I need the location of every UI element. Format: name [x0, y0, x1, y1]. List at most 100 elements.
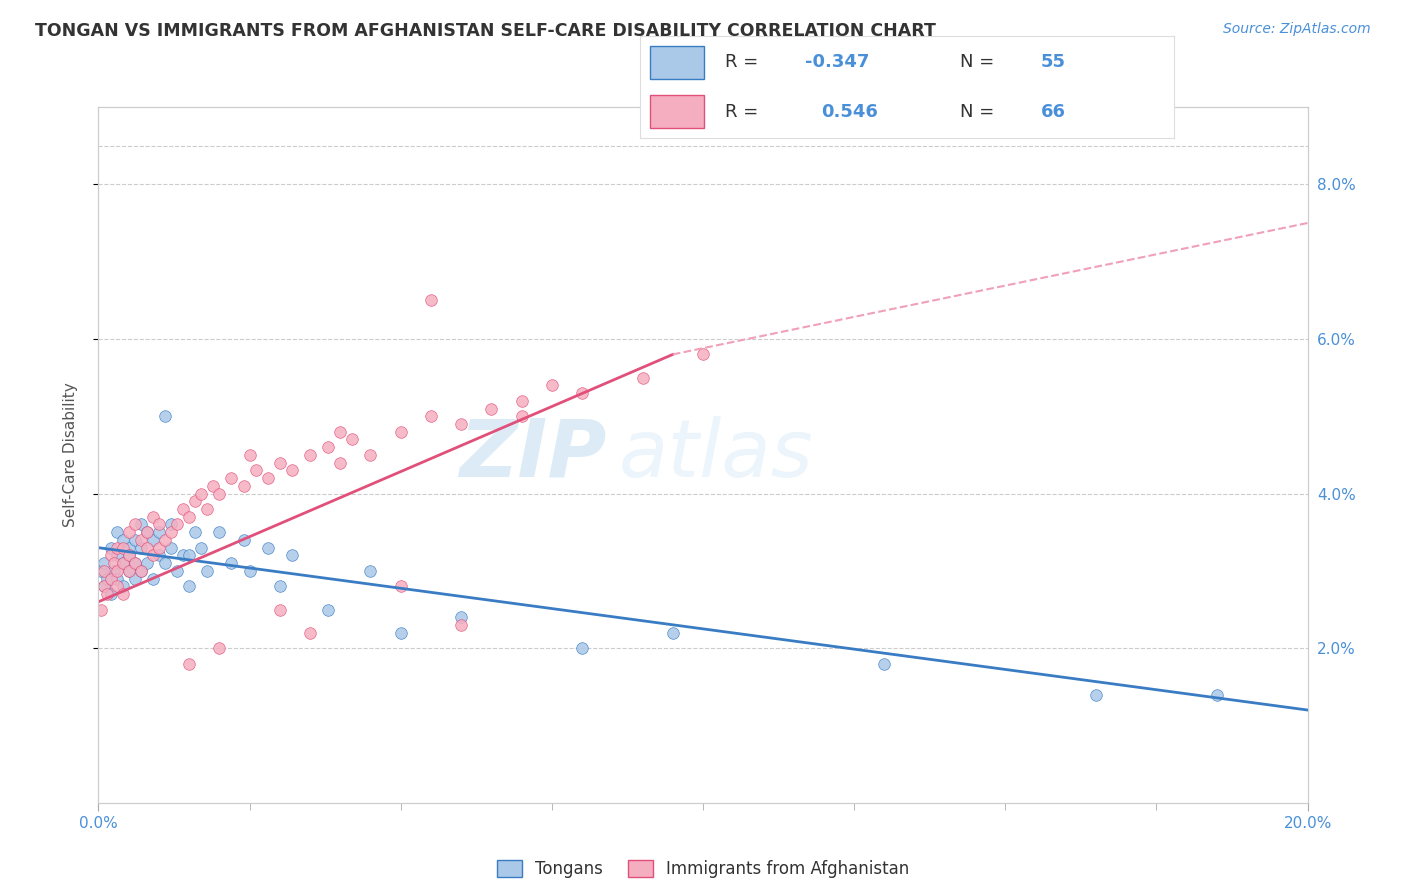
Point	[172, 502, 194, 516]
Point	[202, 479, 225, 493]
Point	[118, 564, 141, 578]
Point	[420, 409, 443, 424]
Point	[90, 564, 112, 578]
Point	[179, 579, 201, 593]
Text: N =: N =	[960, 54, 1000, 71]
Point	[510, 409, 533, 424]
Point	[100, 549, 122, 563]
Point	[153, 533, 176, 547]
Text: 66: 66	[1040, 103, 1066, 120]
Point	[96, 587, 118, 601]
Point	[631, 370, 654, 384]
Point	[1206, 688, 1229, 702]
Point	[232, 479, 254, 493]
Point	[281, 549, 304, 563]
Point	[148, 525, 170, 540]
Point	[540, 378, 562, 392]
Point	[329, 425, 352, 439]
Point	[148, 517, 170, 532]
Point	[481, 401, 503, 416]
Point	[160, 517, 183, 532]
Point	[129, 564, 152, 578]
Point	[105, 564, 128, 578]
Point	[135, 525, 157, 540]
Point	[190, 486, 212, 500]
Point	[195, 564, 218, 578]
Point	[129, 541, 152, 555]
Point	[190, 541, 212, 555]
Text: N =: N =	[960, 103, 1000, 120]
Point	[360, 448, 382, 462]
Point	[239, 448, 262, 462]
Point	[103, 556, 125, 570]
Point	[142, 533, 165, 547]
Point	[135, 556, 157, 570]
Point	[111, 556, 134, 570]
Point	[100, 541, 122, 555]
Point	[93, 579, 115, 593]
Point	[281, 463, 304, 477]
Point	[142, 549, 165, 563]
Point	[135, 525, 157, 540]
Point	[129, 517, 152, 532]
Text: -0.347: -0.347	[806, 54, 870, 71]
Point	[239, 564, 262, 578]
Point	[179, 509, 201, 524]
Text: R =: R =	[725, 103, 765, 120]
Point	[118, 541, 141, 555]
Point	[450, 618, 472, 632]
Point	[105, 572, 128, 586]
Point	[105, 541, 128, 555]
Point	[299, 625, 322, 640]
Point	[221, 556, 243, 570]
Point	[269, 456, 291, 470]
Point	[256, 471, 278, 485]
Point	[184, 494, 207, 508]
Point	[299, 448, 322, 462]
Point	[124, 556, 146, 570]
Point	[160, 525, 183, 540]
Y-axis label: Self-Care Disability: Self-Care Disability	[63, 383, 77, 527]
Point	[208, 641, 231, 656]
Point	[103, 564, 125, 578]
Point	[692, 347, 714, 361]
Point	[245, 463, 267, 477]
Point	[389, 579, 412, 593]
Point	[124, 572, 146, 586]
Bar	[651, 45, 704, 78]
Legend: Tongans, Immigrants from Afghanistan: Tongans, Immigrants from Afghanistan	[489, 854, 917, 885]
Point	[153, 556, 176, 570]
Point	[124, 517, 146, 532]
Point	[118, 525, 141, 540]
Point	[389, 425, 412, 439]
Point	[420, 293, 443, 308]
Point	[160, 541, 183, 555]
Point	[142, 572, 165, 586]
Point	[1085, 688, 1108, 702]
Point	[135, 541, 157, 555]
Point	[184, 525, 207, 540]
Point	[571, 641, 593, 656]
Point	[93, 579, 115, 593]
Point	[179, 549, 201, 563]
Point	[148, 549, 170, 563]
Point	[316, 440, 339, 454]
Point	[111, 579, 134, 593]
Point	[179, 657, 201, 671]
Point	[96, 572, 118, 586]
Text: atlas: atlas	[619, 416, 813, 494]
Point	[124, 533, 146, 547]
Point	[342, 433, 364, 447]
Point	[316, 602, 339, 616]
Point	[129, 533, 152, 547]
Point	[329, 456, 352, 470]
Point	[93, 564, 115, 578]
Point	[389, 625, 412, 640]
Point	[166, 517, 188, 532]
Point	[118, 549, 141, 563]
Point	[105, 579, 128, 593]
Bar	[651, 95, 704, 128]
Point	[208, 525, 231, 540]
Point	[873, 657, 896, 671]
Point	[571, 386, 593, 401]
